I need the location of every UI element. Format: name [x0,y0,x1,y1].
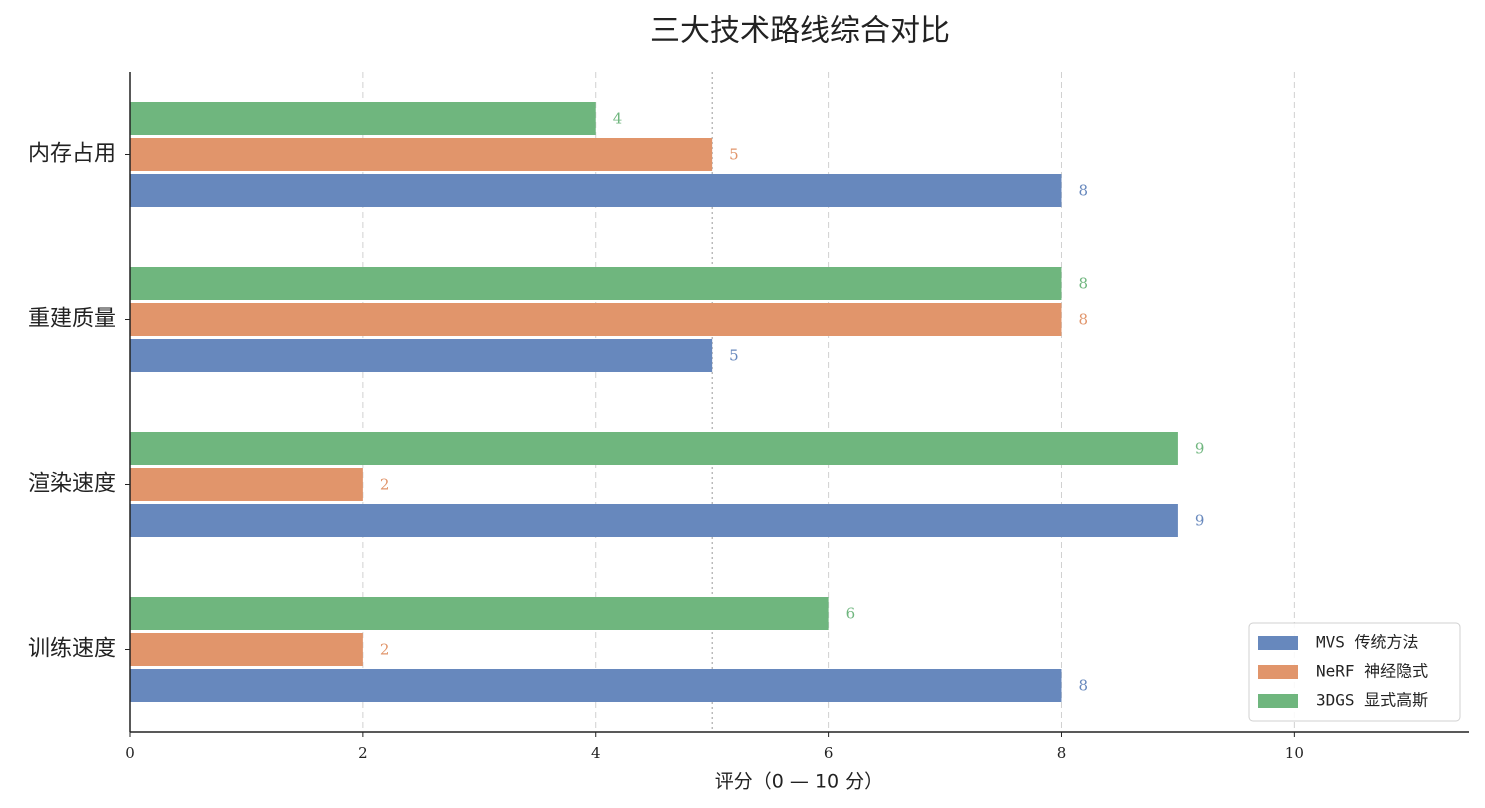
bar [130,432,1178,465]
x-tick-label: 4 [591,744,601,762]
x-tick-label: 6 [824,744,834,762]
x-tick-label: 8 [1057,744,1067,762]
value-label: 8 [1078,182,1088,200]
value-label: 8 [1078,677,1088,695]
legend-swatch [1258,636,1298,650]
bar [130,669,1062,702]
bar [130,138,713,171]
value-label: 8 [1078,275,1088,293]
legend-swatch [1258,694,1298,708]
legend-label: MVS 传统方法 [1316,633,1419,652]
legend-swatch [1258,665,1298,679]
bar [130,597,829,630]
bar [130,174,1062,207]
y-tick-label: 重建质量 [28,307,116,332]
bar [130,267,1062,300]
x-tick-label: 10 [1285,744,1304,762]
legend-box [1248,622,1461,722]
legend: MVS 传统方法 NeRF 神经隐式 3DGS 显式高斯 [1248,622,1461,722]
value-label: 2 [380,641,390,659]
bar [130,504,1178,537]
x-axis-label: 评分（0 — 10 分） [715,771,883,793]
legend-label: NeRF 神经隐式 [1316,662,1428,681]
x-tick-label: 0 [125,744,135,762]
legend-label: 3DGS 显式高斯 [1316,691,1428,710]
value-label: 5 [729,347,739,365]
value-label: 5 [729,146,739,164]
value-label: 6 [846,605,856,623]
x-tick-label: 2 [358,744,368,762]
bar [130,339,713,372]
value-label: 9 [1195,440,1205,458]
y-tick-label: 内存占用 [28,142,116,167]
value-label: 4 [613,110,623,128]
value-label: 8 [1078,311,1088,329]
bar [130,303,1062,336]
value-label: 9 [1195,512,1205,530]
y-tick-label: 渲染速度 [28,472,116,497]
bar [130,633,363,666]
bar [130,468,363,501]
value-label: 2 [380,476,390,494]
chart-title: 三大技术路线综合对比 [650,14,950,49]
y-tick-label: 训练速度 [28,637,116,662]
bar [130,102,596,135]
